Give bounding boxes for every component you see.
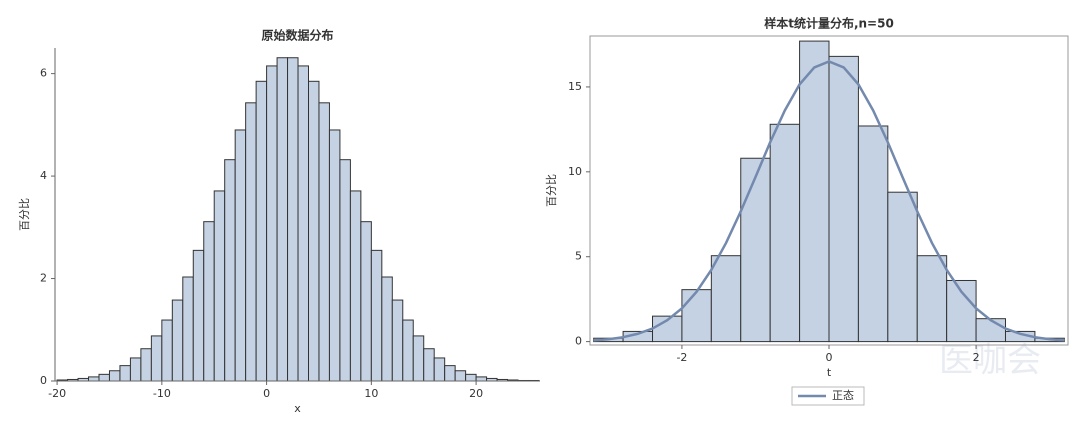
bar [391, 299, 404, 382]
bar [234, 129, 247, 382]
bar [681, 289, 712, 343]
chart-title: 样本t统计量分布,n=50 [764, 16, 894, 31]
y-tick-label: 4 [40, 169, 47, 182]
y-tick-label: 0 [575, 335, 582, 348]
bar [203, 221, 215, 382]
bar [360, 221, 372, 382]
bar [307, 80, 320, 382]
bar [192, 249, 205, 382]
bar [318, 102, 330, 382]
bar [412, 335, 425, 382]
bar [266, 65, 278, 382]
bar [370, 249, 383, 382]
bar [328, 129, 341, 382]
bar [799, 40, 830, 343]
bar [454, 370, 467, 382]
x-tick-label: 0 [263, 387, 270, 400]
bar [946, 279, 977, 343]
bar [857, 125, 889, 343]
bar [255, 80, 268, 382]
y-tick-label: 2 [40, 272, 47, 285]
y-tick-label: 5 [575, 250, 582, 263]
bar [140, 348, 152, 382]
x-tick-label: -2 [676, 351, 687, 364]
bar [297, 65, 309, 382]
x-axis-label: x [294, 402, 301, 415]
bar [287, 57, 299, 382]
bar [245, 102, 257, 382]
x-tick-label: 0 [826, 351, 833, 364]
x-tick-label: -20 [48, 387, 66, 400]
bar [129, 357, 142, 382]
bar [433, 357, 446, 382]
x-tick-label: 10 [364, 387, 378, 400]
bar [171, 299, 184, 382]
y-tick-label: 6 [40, 67, 47, 80]
bar [213, 190, 226, 382]
y-tick-label: 10 [568, 165, 582, 178]
bar [98, 373, 110, 382]
bar [381, 276, 393, 382]
bar [349, 190, 362, 382]
x-tick-label: -10 [153, 387, 171, 400]
bar [339, 159, 351, 382]
bar [423, 348, 435, 382]
density-curve [593, 60, 1065, 342]
bar [465, 373, 477, 382]
x-axis-label: t [827, 366, 832, 379]
x-tick-label: 20 [469, 387, 483, 400]
bar [150, 335, 163, 382]
bar [444, 365, 456, 382]
y-axis-label: 百分比 [545, 174, 558, 207]
bar [710, 255, 742, 343]
y-tick-label: 0 [40, 374, 47, 387]
watermark: 医咖会 [939, 341, 1041, 381]
bar [182, 276, 194, 382]
bar [224, 159, 236, 382]
y-axis-label: 百分比 [18, 198, 31, 231]
y-tick-label: 15 [568, 80, 582, 93]
bar [276, 57, 289, 382]
bar [108, 370, 121, 382]
chart-title: 原始数据分布 [261, 28, 333, 43]
bar [161, 319, 173, 382]
bar [769, 123, 801, 343]
bar [740, 157, 771, 343]
bar [475, 376, 488, 382]
legend-box [791, 386, 865, 406]
bar [88, 376, 100, 382]
bar [975, 318, 1006, 343]
bar [119, 365, 131, 382]
x-tick-label: 2 [973, 351, 980, 364]
bar [402, 319, 414, 382]
bar [828, 55, 859, 343]
bar [887, 191, 918, 343]
legend-label: 正态 [832, 389, 854, 402]
bar [916, 255, 948, 343]
